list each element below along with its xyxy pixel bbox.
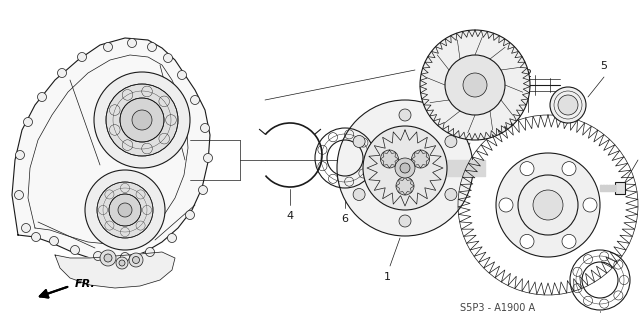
Text: 6: 6 [342, 214, 349, 224]
Circle shape [445, 55, 505, 115]
Circle shape [520, 162, 534, 176]
Circle shape [119, 260, 125, 266]
Circle shape [77, 53, 86, 62]
Circle shape [518, 175, 578, 235]
Circle shape [412, 150, 429, 168]
Circle shape [583, 198, 597, 212]
Circle shape [204, 153, 212, 162]
Circle shape [186, 211, 195, 219]
Circle shape [58, 69, 67, 78]
Circle shape [562, 162, 576, 176]
Circle shape [163, 54, 173, 63]
Circle shape [550, 87, 586, 123]
Circle shape [104, 254, 112, 262]
Circle shape [463, 73, 487, 97]
Circle shape [38, 93, 47, 101]
Circle shape [168, 234, 177, 242]
Text: 2: 2 [524, 69, 532, 79]
Circle shape [445, 189, 457, 201]
Circle shape [520, 234, 534, 249]
Circle shape [15, 190, 24, 199]
Circle shape [129, 253, 143, 267]
Text: S5P3 - A1900 A: S5P3 - A1900 A [460, 303, 535, 313]
Circle shape [132, 256, 140, 263]
Circle shape [499, 198, 513, 212]
Circle shape [147, 42, 157, 51]
Circle shape [395, 158, 415, 178]
Text: 4: 4 [287, 211, 294, 221]
Circle shape [399, 109, 411, 121]
Circle shape [200, 123, 209, 132]
Circle shape [353, 136, 365, 147]
Circle shape [106, 84, 178, 156]
Circle shape [109, 194, 141, 226]
Circle shape [104, 42, 113, 51]
Circle shape [31, 233, 40, 241]
FancyBboxPatch shape [615, 182, 625, 194]
Circle shape [145, 248, 154, 256]
Polygon shape [12, 38, 210, 260]
Circle shape [70, 246, 79, 255]
Circle shape [127, 39, 136, 48]
Circle shape [15, 151, 24, 160]
Circle shape [100, 250, 116, 266]
Circle shape [533, 190, 563, 220]
Circle shape [97, 182, 153, 238]
Circle shape [120, 253, 129, 262]
Circle shape [93, 251, 102, 261]
Circle shape [353, 189, 365, 201]
Circle shape [85, 170, 165, 250]
Text: 1: 1 [383, 272, 390, 282]
Circle shape [396, 177, 414, 195]
Circle shape [445, 136, 457, 147]
Circle shape [118, 203, 132, 217]
Circle shape [94, 72, 190, 168]
Circle shape [562, 234, 576, 249]
Text: 5: 5 [600, 61, 607, 71]
Text: FR.: FR. [75, 279, 96, 289]
Circle shape [191, 95, 200, 105]
Circle shape [380, 150, 399, 168]
Polygon shape [55, 252, 175, 288]
Circle shape [24, 117, 33, 127]
Circle shape [420, 30, 530, 140]
Circle shape [22, 224, 31, 233]
Circle shape [558, 95, 578, 115]
Circle shape [337, 100, 473, 236]
Circle shape [363, 126, 447, 210]
Circle shape [496, 153, 600, 257]
Circle shape [132, 110, 152, 130]
Circle shape [120, 98, 164, 142]
Circle shape [198, 186, 207, 195]
Circle shape [400, 163, 410, 173]
Circle shape [49, 236, 58, 246]
Circle shape [116, 257, 128, 269]
Circle shape [177, 70, 186, 79]
Circle shape [399, 215, 411, 227]
Text: 7: 7 [449, 174, 456, 184]
